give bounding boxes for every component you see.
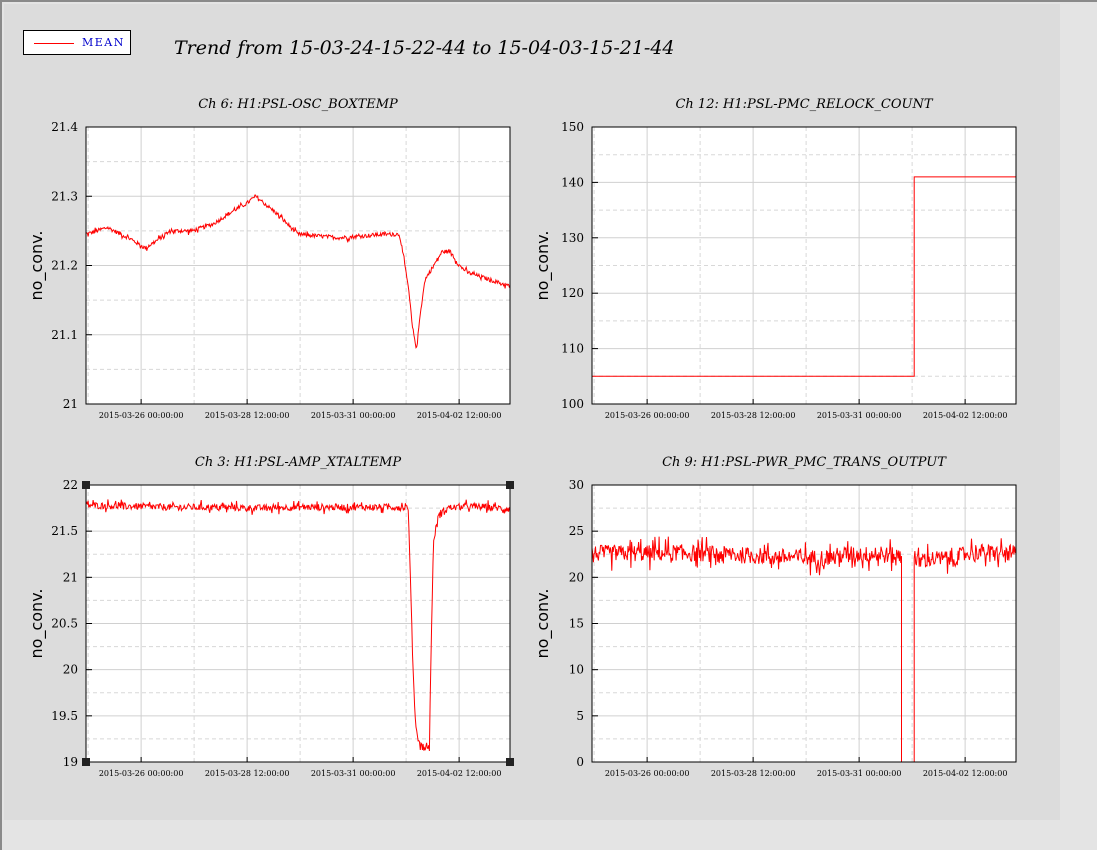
y-tick-label: 21.3 — [51, 189, 78, 203]
series-line — [85, 499, 511, 752]
y-tick-label: 110 — [561, 342, 584, 356]
y-tick-label: 25 — [569, 524, 584, 538]
x-tick-label: 2015-03-28 12:00:00 — [205, 769, 290, 778]
y-tick-label: 15 — [569, 617, 584, 631]
selection-handle[interactable] — [82, 758, 90, 766]
x-tick-label: 2015-03-31 00:00:00 — [817, 411, 902, 420]
y-tick-label: 22 — [63, 478, 78, 492]
x-tick-label: 2015-03-28 12:00:00 — [711, 769, 796, 778]
legend: MEAN — [23, 30, 131, 55]
selection-handle[interactable] — [506, 481, 514, 489]
x-tick-label: 2015-04-02 12:00:00 — [417, 769, 502, 778]
chart-area: Ch 6: H1:PSL-OSC_BOXTEMP 21 21.1 21.2 21.3 21… — [27, 97, 1017, 778]
y-tick-label: 0 — [576, 755, 584, 769]
y-tick-label: 150 — [561, 120, 584, 134]
x-tick-label: 2015-03-31 00:00:00 — [311, 769, 396, 778]
chart-title: Ch 3: H1:PSL-AMP_XTALTEMP — [195, 455, 401, 470]
y-tick-label: 5 — [576, 709, 584, 723]
x-tick-label: 2015-03-28 12:00:00 — [711, 411, 796, 420]
y-tick-label: 140 — [561, 175, 584, 189]
x-tick-label: 2015-04-02 12:00:00 — [923, 411, 1008, 420]
y-axis-label: no_conv. — [27, 231, 47, 301]
legend-label: MEAN — [82, 36, 125, 49]
trend-canvas: MEAN Trend from 15-03-24-15-22-44 to 15-… — [4, 4, 1060, 820]
y-tick-label: 30 — [569, 478, 584, 492]
y-tick-label: 10 — [569, 663, 584, 677]
y-tick-label: 21 — [63, 397, 78, 411]
plot-frame — [591, 126, 1017, 405]
y-tick-label: 21.1 — [51, 328, 78, 342]
series-line — [591, 536, 1017, 763]
chart-relock-count: Ch 12: H1:PSL-PMC_RELOCK_COUNT 100 110 120 1… — [533, 97, 1017, 420]
y-tick-label: 20.5 — [51, 617, 78, 631]
x-tick-label: 2015-04-02 12:00:00 — [417, 411, 502, 420]
chart-xtaltemp: Ch 3: H1:PSL-AMP_XTALTEMP 19 19.5 20 20.5 21 2… — [27, 455, 514, 778]
x-tick-label: 2015-03-31 00:00:00 — [817, 769, 902, 778]
page-title: Trend from 15-03-24-15-22-44 to 15-04-03… — [174, 37, 675, 59]
legend-swatch — [34, 43, 74, 44]
y-tick-label: 130 — [561, 231, 584, 245]
y-axis-label: no_conv. — [533, 231, 553, 301]
y-tick-label: 120 — [561, 286, 584, 300]
chart-title: Ch 12: H1:PSL-PMC_RELOCK_COUNT — [675, 97, 933, 112]
y-tick-label: 21 — [63, 570, 78, 584]
x-tick-label: 2015-03-26 00:00:00 — [99, 411, 184, 420]
y-tick-label: 21.4 — [51, 120, 78, 134]
selection-handle[interactable] — [506, 758, 514, 766]
chart-pmc-trans-output: Ch 9: H1:PSL-PWR_PMC_TRANS_OUTPUT 0 5 10 15 2… — [533, 455, 1017, 778]
y-tick-label: 20 — [63, 663, 78, 677]
chart-boxtemp: Ch 6: H1:PSL-OSC_BOXTEMP 21 21.1 21.2 21.3 21… — [27, 97, 511, 420]
y-tick-label: 21.2 — [51, 259, 78, 273]
y-tick-label: 21.5 — [51, 524, 78, 538]
x-tick-label: 2015-03-26 00:00:00 — [605, 769, 690, 778]
y-axis-label: no_conv. — [533, 589, 553, 659]
series-line — [592, 176, 1016, 377]
x-tick-label: 2015-03-26 00:00:00 — [99, 769, 184, 778]
chart-title: Ch 9: H1:PSL-PWR_PMC_TRANS_OUTPUT — [662, 455, 947, 470]
y-tick-label: 100 — [561, 397, 584, 411]
x-tick-label: 2015-03-31 00:00:00 — [311, 411, 396, 420]
x-tick-label: 2015-04-02 12:00:00 — [923, 769, 1008, 778]
selection-handle[interactable] — [82, 481, 90, 489]
y-tick-label: 19.5 — [51, 709, 78, 723]
y-axis-label: no_conv. — [27, 589, 47, 659]
x-tick-label: 2015-03-28 12:00:00 — [205, 411, 290, 420]
chart-title: Ch 6: H1:PSL-OSC_BOXTEMP — [198, 97, 398, 112]
x-tick-label: 2015-03-26 00:00:00 — [605, 411, 690, 420]
y-tick-label: 20 — [569, 570, 584, 584]
y-tick-label: 19 — [63, 755, 78, 769]
series-line — [85, 194, 511, 349]
